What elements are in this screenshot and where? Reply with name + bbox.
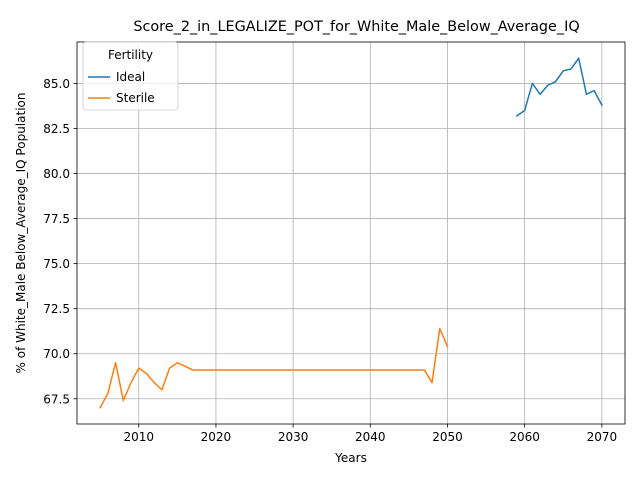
plot-frame bbox=[76, 41, 626, 425]
series-line-sterile bbox=[99, 327, 449, 409]
legend-label-sterile: Sterile bbox=[116, 91, 155, 105]
x-tick-label: 2030 bbox=[278, 430, 309, 444]
x-tick-label: 2010 bbox=[123, 430, 154, 444]
grid bbox=[77, 42, 625, 424]
x-tick-label: 2060 bbox=[509, 430, 540, 444]
series-line-ideal bbox=[515, 57, 603, 117]
x-tick-label: 2050 bbox=[432, 430, 463, 444]
y-tick-label: 67.5 bbox=[43, 392, 70, 406]
x-tick-label: 2040 bbox=[355, 430, 386, 444]
legend-title: Fertility bbox=[108, 48, 153, 62]
y-tick-label: 85.0 bbox=[43, 77, 70, 91]
y-tick-label: 72.5 bbox=[43, 302, 70, 316]
y-tick-label: 80.0 bbox=[43, 167, 70, 181]
x-axis-label: Years bbox=[334, 451, 367, 465]
y-axis: 67.5 70.0 72.5 75.0 77.5 80.0 82.5 85.0 bbox=[43, 77, 77, 406]
y-tick-label: 75.0 bbox=[43, 257, 70, 271]
x-tick-label: 2070 bbox=[587, 430, 618, 444]
series-layer bbox=[99, 57, 603, 409]
y-axis-label: % of White_Male Below_Average_IQ Populat… bbox=[14, 93, 28, 374]
y-tick-label: 70.0 bbox=[43, 347, 70, 361]
y-tick-label: 82.5 bbox=[43, 122, 70, 136]
chart-title: Score_2_in_LEGALIZE_POT_for_White_Male_B… bbox=[133, 19, 579, 35]
x-axis: 2010 2020 2030 2040 2050 2060 2070 bbox=[123, 424, 617, 444]
legend-label-ideal: Ideal bbox=[116, 70, 145, 84]
legend-box bbox=[82, 41, 179, 111]
y-tick-label: 77.5 bbox=[43, 212, 70, 226]
legend: Fertility Ideal Sterile bbox=[82, 41, 179, 111]
x-tick-label: 2020 bbox=[201, 430, 232, 444]
